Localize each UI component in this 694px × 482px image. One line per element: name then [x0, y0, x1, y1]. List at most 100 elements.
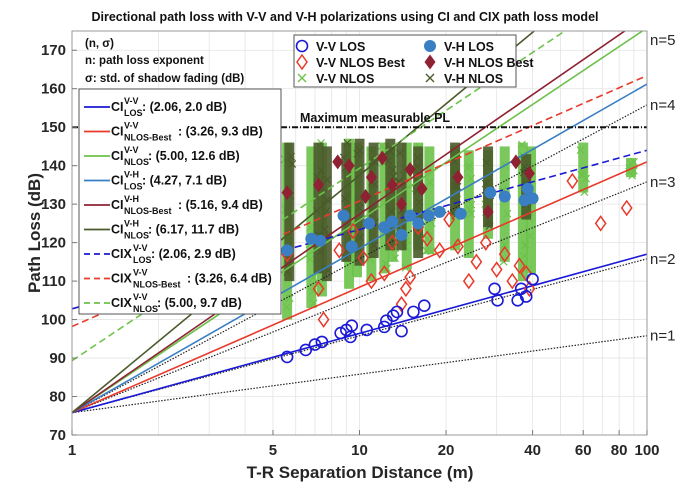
- y-tick-label: 130: [41, 196, 66, 213]
- scatter-x-marker: [453, 182, 462, 191]
- scatter-x-marker: [306, 223, 314, 232]
- scatter-x-marker: [306, 255, 315, 264]
- legend-entry-label: CIV-V LOS: (2.06, 2.0 dB): [111, 96, 227, 118]
- data-point-v-v-los: [315, 335, 329, 349]
- legend-value: : (4.27, 7.1 dB): [142, 174, 227, 188]
- scatter-x-marker: [370, 241, 379, 250]
- y-tick-label: 100: [41, 312, 66, 329]
- data-point-v-v-los: [526, 272, 539, 286]
- y-tick-label: 70: [49, 427, 66, 444]
- data-point-v-v-nlos-best: [365, 272, 378, 290]
- scatter-band: [313, 142, 324, 274]
- scatter-x-marker: [288, 159, 297, 168]
- legend-value: : (5.00, 12.6 dB): [148, 149, 240, 163]
- y-tick-label: 90: [49, 350, 66, 367]
- legend-series-label: V-V NLOS: [316, 72, 374, 86]
- data-point-v-h-nlos-best: [452, 169, 464, 185]
- scatter-x-marker: [467, 210, 476, 218]
- data-point-v-h-nlos-best: [365, 169, 377, 185]
- scatter-x-marker: [500, 240, 509, 249]
- legend-subscript: NLOS: [133, 304, 158, 314]
- legend-subscript: LOS: [124, 182, 143, 192]
- data-point-v-v-nlos-best: [520, 265, 533, 282]
- data-point-v-h-los: [412, 217, 425, 230]
- data-point-v-h-nlos-best: [523, 165, 535, 181]
- scatter-x-marker: [323, 195, 331, 204]
- legend-superscript: V-H: [124, 194, 139, 204]
- x-tick-label: 20: [438, 442, 455, 459]
- legend-model-name: CIX: [111, 247, 133, 261]
- data-point-v-h-los: [314, 234, 327, 247]
- scatter-band: [284, 142, 295, 282]
- y-tick-label: 150: [41, 119, 66, 136]
- legend-entry-label: CIXV-V NLOS-Best: (3.26, 6.4 dB): [111, 268, 272, 290]
- legend-marker: [295, 39, 309, 53]
- x-axis-label: T-R Separation Distance (m): [247, 463, 474, 482]
- data-point-v-h-nlos-best: [332, 154, 344, 170]
- data-point-v-h-los: [345, 240, 358, 253]
- legend-entry-label: CIV-H LOS: (4.27, 7.1 dB): [111, 170, 227, 192]
- data-point-v-v-nlos-best: [317, 311, 330, 328]
- scatter-x-marker: [481, 179, 490, 188]
- scatter-x-marker: [378, 142, 386, 150]
- legend-subscript: NLOS: [124, 231, 149, 241]
- scatter-x-marker: [482, 158, 491, 167]
- data-point-v-h-los: [281, 244, 294, 257]
- y-tick-label: 110: [42, 273, 66, 290]
- y-tick-label: 120: [41, 235, 66, 252]
- reference-label: n=2: [650, 251, 675, 268]
- data-point-v-h-los: [422, 209, 435, 222]
- legend-marker: [297, 73, 307, 83]
- data-point-v-v-los: [417, 299, 431, 313]
- scatter-band: [385, 138, 396, 251]
- data-point-v-v-nlos-best: [594, 215, 607, 232]
- data-point-v-h-nlos-best: [360, 188, 372, 204]
- scatter-x-marker: [582, 174, 591, 183]
- data-point-v-v-nlos-best: [620, 199, 633, 217]
- data-point-v-v-nlos-best: [462, 272, 475, 290]
- scatter-band: [321, 146, 332, 282]
- data-point-v-v-los: [345, 319, 359, 333]
- model-line-ci-v-v-los: [72, 253, 647, 414]
- y-tick-label: 160: [41, 81, 66, 98]
- reference-label: n=3: [650, 174, 675, 191]
- scatter-band: [413, 146, 424, 259]
- scatter-x-marker: [391, 254, 400, 263]
- legend-series-label: V-H LOS: [444, 40, 494, 54]
- scatter-points: [280, 150, 633, 364]
- data-point-v-h-nlos-best: [376, 150, 388, 166]
- scatter-x-marker: [464, 164, 472, 172]
- legend-series-label: V-H NLOS Best: [444, 56, 534, 70]
- legend-subscript: NLOS-Best: [124, 133, 172, 143]
- data-point-v-h-los: [363, 217, 376, 230]
- data-point-v-h-los: [433, 205, 446, 218]
- data-point-v-h-nlos-best: [482, 204, 494, 220]
- legend-subscript: NLOS-Best: [124, 206, 172, 216]
- scatter-band: [379, 142, 390, 274]
- y-axis-label: Path Loss (dB): [25, 173, 44, 293]
- scatter-x-marker: [425, 178, 434, 187]
- data-point-v-v-nlos-best: [421, 230, 434, 248]
- reference-label: n=5: [650, 32, 675, 49]
- scatter-x-marker: [626, 160, 635, 169]
- scatter-x-marker: [322, 206, 331, 215]
- scatter-x-marker: [422, 246, 431, 255]
- scatter-x-marker: [526, 232, 535, 240]
- data-point-v-h-nlos-best: [416, 181, 428, 197]
- model-line-ci-v-h-nlos: [72, 31, 536, 414]
- scatter-x-marker: [370, 157, 379, 166]
- scatter-x-marker: [576, 146, 585, 154]
- scatter-x-marker: [308, 287, 317, 296]
- scatter-x-marker: [323, 175, 332, 184]
- data-point-v-v-los: [299, 343, 313, 357]
- data-point-v-v-nlos-best: [506, 272, 519, 290]
- y-tick-label: 80: [49, 389, 66, 406]
- data-point-v-v-los: [308, 338, 322, 351]
- data-point-v-v-nlos-best: [498, 245, 511, 263]
- data-point-v-v-nlos-best: [395, 295, 408, 313]
- data-point-v-h-los: [404, 209, 417, 222]
- legend-value: : (3.26, 9.3 dB): [178, 125, 263, 139]
- y-tick-label: 170: [41, 42, 66, 59]
- scatter-band: [401, 142, 412, 270]
